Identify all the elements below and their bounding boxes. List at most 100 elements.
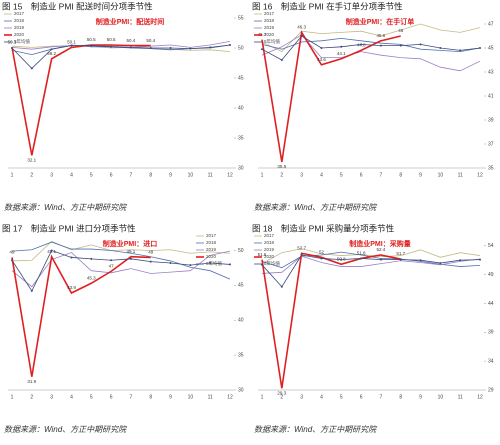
data-label: 50.1 (8, 40, 17, 45)
legend-label: 5年均值 (206, 260, 223, 267)
legend-label: 2018 (14, 18, 25, 23)
marker (129, 257, 132, 260)
legend-label: 2017 (264, 233, 275, 238)
y-tick-label: 50 (238, 248, 244, 254)
marker (11, 47, 13, 49)
legend-label: 5年均值 (264, 38, 281, 45)
y-tick-label: 47 (488, 21, 494, 27)
series-line (11, 250, 231, 288)
data-label: 50.1 (67, 40, 76, 45)
series-line (261, 30, 401, 163)
legend-label: 2020 (14, 32, 25, 37)
marker (340, 45, 343, 48)
data-label: 52.4 (377, 247, 386, 252)
x-tick-label: 5 (340, 172, 343, 178)
y-tick-label: 49 (488, 272, 494, 278)
x-tick-label: 10 (188, 172, 194, 178)
x-tick-label: 11 (208, 394, 213, 400)
legend-label: 2020 (206, 254, 217, 259)
series-line (261, 35, 481, 61)
x-tick-label: 12 (227, 172, 233, 178)
y-tick-label: 29 (488, 387, 494, 393)
marker (419, 43, 422, 46)
marker (50, 48, 53, 51)
y-tick-label: 30 (238, 387, 244, 393)
marker (169, 262, 172, 265)
source: 数据来源：Wind、方正中期研究院 (4, 425, 128, 434)
data-label: 29.3 (277, 390, 286, 395)
series-line (11, 249, 231, 292)
data-label: 46.3 (297, 25, 306, 30)
series-line (261, 23, 481, 53)
series-line (11, 240, 231, 262)
legend-label: 2018 (264, 18, 275, 23)
x-tick-label: 8 (399, 172, 402, 178)
data-label: 45.3 (87, 275, 96, 280)
legend-label: 2019 (14, 25, 25, 30)
series-line (261, 34, 481, 72)
y-tick-label: 43 (488, 69, 494, 75)
x-tick-label: 7 (130, 394, 133, 400)
annotation: 制造业PMI：在手订单 (346, 17, 414, 26)
marker (300, 254, 303, 256)
x-tick-label: 1 (11, 394, 14, 400)
legend-label: 2019 (206, 247, 217, 252)
marker (360, 43, 363, 46)
legend-label: 2017 (264, 11, 275, 16)
data-label: 45.6 (377, 33, 386, 38)
y-tick-label: 35 (488, 165, 494, 171)
y-tick-label: 39 (488, 117, 494, 123)
y-tick-label: 40 (238, 318, 244, 324)
x-tick-label: 5 (90, 394, 93, 400)
legend-label: 2017 (206, 233, 217, 238)
data-label: 47 (109, 264, 115, 269)
x-tick-label: 11 (458, 394, 463, 400)
marker (379, 258, 382, 261)
marker (189, 264, 192, 267)
data-label: 49.1 (127, 249, 136, 254)
data-label: 50.4 (127, 38, 136, 43)
x-tick-label: 3 (300, 172, 303, 178)
data-label: 44.1 (337, 51, 346, 56)
data-label: 52.7 (297, 245, 306, 250)
x-tick-label: 8 (399, 394, 402, 400)
x-tick-label: 6 (110, 172, 113, 178)
data-label: 51.7 (396, 251, 405, 256)
legend-label: 2017 (14, 11, 25, 16)
annotation: 制造业PMI：配送时间 (96, 17, 164, 26)
marker (30, 67, 33, 70)
legend-label: 2019 (264, 247, 275, 252)
chart-title: 图 18 制造业 PMI 采购量分项季节性 (252, 223, 395, 233)
marker (399, 44, 402, 47)
data-label: 46 (398, 28, 404, 33)
data-label: 43.6 (317, 57, 326, 62)
marker (261, 48, 263, 51)
x-tick-label: 10 (188, 394, 194, 400)
chart-title: 图 16 制造业 PMI 在手订单分项季节性 (252, 1, 403, 11)
y-tick-label: 41 (488, 93, 494, 99)
series-line (11, 44, 231, 69)
x-tick-label: 10 (438, 172, 444, 178)
legend-label: 5年均值 (264, 260, 281, 267)
x-tick-label: 2 (30, 394, 33, 400)
x-tick-label: 7 (380, 394, 383, 400)
x-tick-label: 2 (280, 172, 283, 178)
marker (209, 262, 212, 265)
x-tick-label: 5 (90, 172, 93, 178)
data-label: 52 (319, 249, 325, 254)
data-label: 50.5 (87, 37, 96, 42)
marker (340, 258, 343, 261)
annotation: 制造业PMI：采购量 (349, 239, 410, 248)
data-label: 45.7 (258, 32, 267, 37)
x-tick-label: 9 (419, 172, 422, 178)
marker (229, 263, 231, 266)
x-tick-label: 1 (261, 172, 264, 178)
series-line (11, 254, 151, 377)
x-tick-label: 12 (477, 172, 483, 178)
marker (360, 257, 363, 260)
data-label: 49 (148, 250, 154, 255)
marker (90, 257, 93, 260)
y-tick-label: 45 (488, 45, 494, 51)
x-tick-label: 12 (227, 394, 233, 400)
marker (439, 47, 442, 49)
